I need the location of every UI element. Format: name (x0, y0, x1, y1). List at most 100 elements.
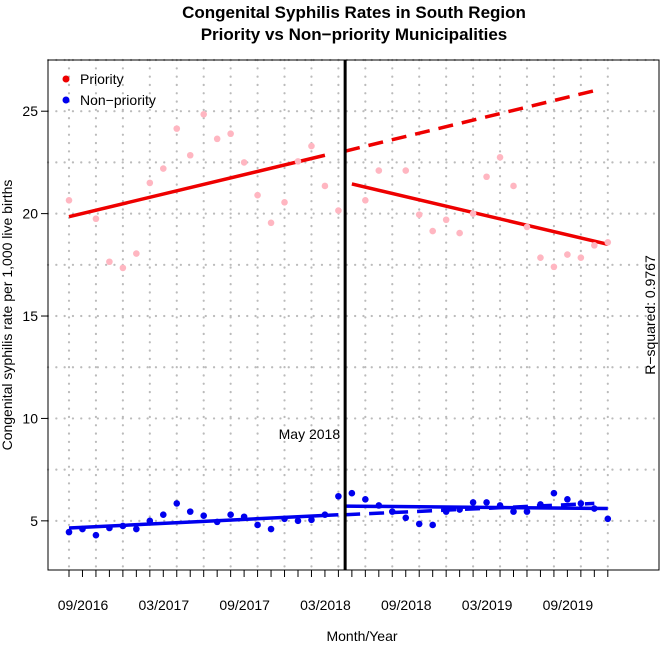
non-priority-point (267, 525, 275, 533)
non-priority-point (281, 515, 288, 523)
non-priority-point (375, 502, 383, 509)
priority-point (254, 191, 261, 199)
priority-point (240, 159, 248, 166)
non-priority-point (254, 521, 261, 529)
r-squared-label: R−squared: 0.9767 (642, 255, 658, 375)
x-tick-label: 09/2017 (219, 597, 270, 613)
priority-point (146, 179, 154, 187)
legend-marker-non-priority (62, 96, 70, 104)
plot-frame (47, 59, 660, 571)
non-priority-trend-pre (68, 512, 339, 530)
non-priority-point (79, 525, 86, 533)
non-priority-point (577, 500, 585, 507)
non-priority-point (510, 508, 517, 515)
non-priority-point (388, 508, 396, 515)
non-priority-point (429, 521, 436, 529)
non-priority-point (402, 514, 410, 522)
non-priority-point (415, 520, 423, 528)
priority-point (294, 158, 302, 165)
y-tick-label: 10 (22, 410, 38, 426)
priority-point (604, 238, 612, 246)
priority-point (335, 207, 342, 214)
non-priority-point (469, 499, 477, 506)
non-priority-point (308, 516, 315, 524)
x-tick-label: 09/2016 (58, 597, 109, 613)
non-priority-point (483, 499, 490, 506)
non-priority-point (362, 496, 369, 503)
legend: Priority Non−priority (62, 71, 156, 108)
priority-point (362, 197, 369, 204)
priority-point (213, 135, 221, 143)
priority-point (483, 173, 490, 181)
data-points (65, 110, 612, 539)
y-axis-label: Congenital syphilis rate per 1,000 live … (0, 180, 15, 451)
non-priority-point (92, 531, 100, 539)
priority-point (442, 216, 450, 224)
non-priority-point (604, 515, 612, 523)
y-tick-label: 5 (30, 513, 38, 529)
priority-point (537, 254, 544, 261)
non-priority-point (173, 500, 181, 507)
priority-point (281, 199, 288, 206)
priority-point (119, 264, 127, 272)
non-priority-point (442, 508, 450, 515)
priority-point (186, 151, 194, 159)
priority-point (523, 223, 531, 231)
priority-point (591, 242, 598, 249)
y-axis: 5 10 15 20 25 (22, 103, 48, 529)
priority-point (415, 211, 423, 218)
non-priority-point (65, 528, 73, 536)
intervention-label: May 2018 (279, 426, 341, 442)
non-priority-point (159, 511, 167, 518)
priority-point (133, 250, 140, 257)
non-priority-point (537, 501, 544, 508)
priority-point (375, 167, 383, 174)
non-priority-point (456, 506, 463, 513)
priority-point (173, 125, 181, 132)
non-priority-point (200, 512, 207, 520)
non-priority-point (133, 525, 140, 533)
priority-counterfactual (344, 89, 595, 153)
non-priority-point (523, 508, 531, 515)
x-tick-label: 09/2019 (543, 597, 594, 613)
priority-point (469, 210, 477, 217)
non-priority-point (106, 524, 113, 532)
chart-title: Congenital Syphilis Rates in South Regio… (182, 3, 526, 22)
y-tick-label: 25 (22, 103, 38, 119)
priority-point (106, 258, 113, 266)
priority-point (92, 215, 100, 223)
priority-point (402, 167, 410, 174)
legend-marker-priority (62, 75, 70, 83)
non-priority-point (240, 513, 248, 521)
non-priority-point (227, 511, 234, 518)
priority-point (510, 182, 517, 190)
non-priority-point (550, 489, 558, 497)
priority-point (200, 110, 207, 118)
non-priority-point (348, 489, 356, 497)
priority-point (456, 229, 463, 237)
priority-point (267, 219, 275, 227)
x-tick-label: 03/2018 (300, 597, 351, 613)
x-axis-label: Month/Year (326, 628, 397, 644)
non-priority-point (496, 502, 504, 509)
priority-point (321, 182, 329, 190)
non-priority-point (591, 505, 598, 512)
non-priority-counterfactual (345, 501, 595, 517)
non-priority-point (186, 508, 194, 515)
non-priority-point (119, 522, 127, 530)
non-priority-point (213, 518, 221, 526)
priority-point (577, 254, 585, 261)
non-priority-trend-post (345, 504, 608, 511)
priority-point (65, 197, 73, 204)
x-axis: 09/2016 03/2017 09/2017 03/2018 09/2018 03/20… (58, 570, 609, 613)
x-tick-label: 03/2017 (139, 597, 190, 613)
priority-trend-pre (68, 153, 326, 219)
x-tick-label: 03/2019 (462, 597, 513, 613)
y-tick-label: 15 (22, 308, 38, 324)
chart-subtitle: Priority vs Non−priority Municipalities (201, 25, 508, 44)
non-priority-point (321, 511, 329, 518)
x-tick-label: 09/2018 (381, 597, 432, 613)
y-tick-label: 20 (22, 206, 38, 222)
priority-point (429, 227, 436, 235)
